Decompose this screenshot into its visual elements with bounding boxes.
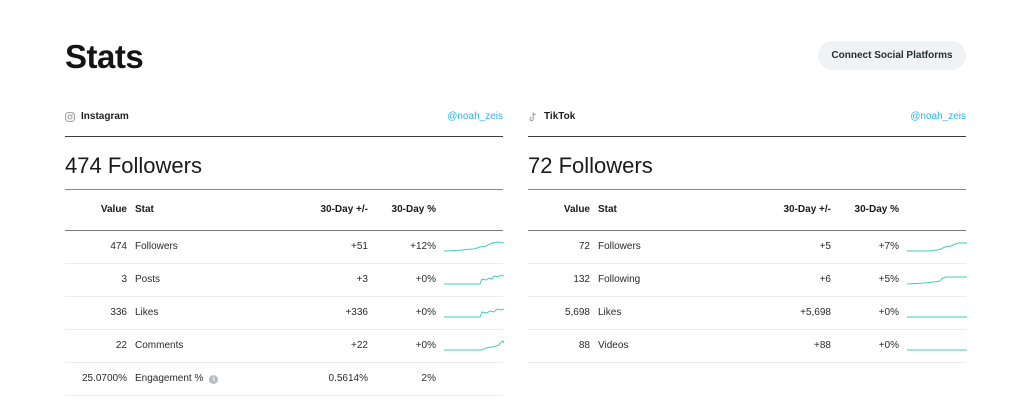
column-header-pct: 30-Day %	[391, 204, 436, 216]
table-row: 88 Videos +88 +0%	[528, 329, 967, 362]
row-delta: +22	[351, 340, 368, 351]
table-row: 336 Likes +336 +0%	[65, 296, 504, 329]
row-value: 474	[110, 241, 127, 252]
row-stat: Likes	[598, 307, 622, 318]
row-value: 336	[110, 307, 127, 318]
row-value: 132	[573, 274, 590, 285]
row-pct: +7%	[878, 241, 899, 252]
table-row: 72 Followers +5 +7%	[528, 230, 967, 263]
row-stat: Followers	[135, 241, 178, 252]
platform-label: Instagram	[65, 111, 129, 122]
column-header-delta: 30-Day +/-	[783, 204, 831, 216]
instagram-stats-table: Value Stat 30-Day +/- 30-Day % 474 Follo…	[65, 190, 504, 396]
row-pct: +0%	[415, 274, 436, 285]
connect-social-platforms-button[interactable]: Connect Social Platforms	[818, 41, 966, 70]
row-stat: Likes	[135, 307, 159, 318]
tiktok-handle-link[interactable]: @noah_zeis	[910, 111, 966, 122]
instagram-handle-link[interactable]: @noah_zeis	[447, 111, 503, 122]
row-pct: +12%	[410, 241, 436, 252]
table-row: 474 Followers +51 +12%	[65, 230, 504, 263]
page-title: Stats	[65, 38, 144, 75]
tiktok-panel: TikTok @noah_zeis 72 Followers Value Sta…	[528, 104, 967, 363]
table-row: 3 Posts +3 +0%	[65, 263, 504, 296]
row-delta: +6	[819, 274, 831, 285]
table-header-row: Value Stat 30-Day +/- 30-Day %	[528, 190, 966, 230]
row-delta: +3	[356, 274, 368, 285]
instagram-panel: Instagram @noah_zeis 474 Followers Value…	[65, 104, 504, 396]
row-sparkline	[899, 296, 967, 329]
row-delta: +88	[814, 340, 831, 351]
column-header-value: Value	[100, 204, 127, 216]
row-sparkline	[899, 329, 967, 362]
row-sparkline	[899, 230, 967, 263]
row-pct: 2%	[421, 373, 436, 384]
column-header-stat: Stat	[598, 204, 617, 216]
tiktok-stats-table: Value Stat 30-Day +/- 30-Day % 72 Follow…	[528, 190, 967, 363]
followers-count: 474 Followers	[65, 137, 503, 190]
table-row: 132 Following +6 +5%	[528, 263, 967, 296]
row-stat: Engagement % i	[127, 362, 252, 395]
platform-name: Instagram	[81, 111, 129, 122]
column-header-value: Value	[563, 204, 590, 216]
row-pct: +0%	[415, 340, 436, 351]
row-delta: +5	[819, 241, 831, 252]
row-delta: +51	[351, 241, 368, 252]
row-sparkline	[436, 362, 503, 395]
row-stat: Videos	[598, 340, 629, 351]
tiktok-icon	[528, 112, 538, 122]
row-stat: Followers	[598, 241, 641, 252]
row-sparkline	[436, 296, 504, 329]
row-stat: Comments	[135, 340, 184, 351]
column-header-trend	[436, 190, 503, 230]
row-delta: +5,698	[800, 307, 831, 318]
platform-label: TikTok	[528, 111, 575, 122]
column-header-stat: Stat	[135, 204, 154, 216]
instagram-icon	[65, 111, 75, 122]
row-pct: +0%	[415, 307, 436, 318]
row-pct: +0%	[878, 307, 899, 318]
table-row: 5,698 Likes +5,698 +0%	[528, 296, 967, 329]
table-row: 22 Comments +22 +0%	[65, 329, 504, 362]
row-value: 25.0700%	[81, 373, 127, 384]
info-icon[interactable]: i	[209, 375, 219, 384]
platform-name: TikTok	[544, 111, 576, 122]
row-pct: +5%	[878, 274, 899, 285]
column-header-delta: 30-Day +/-	[320, 204, 368, 216]
row-delta: 0.5614%	[328, 373, 368, 384]
column-header-pct: 30-Day %	[854, 204, 899, 216]
table-row: 25.0700% Engagement % i 0.5614% 2%	[65, 362, 503, 395]
tiktok-panel-header: TikTok @noah_zeis	[528, 104, 966, 137]
row-sparkline	[899, 263, 967, 296]
followers-count: 72 Followers	[528, 137, 966, 190]
row-value: 3	[121, 274, 127, 285]
row-value: 5,698	[564, 307, 590, 318]
row-stat: Following	[598, 274, 641, 285]
row-value: 22	[115, 340, 127, 351]
row-sparkline	[436, 263, 504, 296]
row-pct: +0%	[878, 340, 899, 351]
row-sparkline	[436, 329, 504, 362]
row-delta: +336	[345, 307, 368, 318]
row-sparkline	[436, 230, 504, 263]
row-value: 72	[578, 241, 590, 252]
row-value: 88	[578, 340, 590, 351]
row-stat-label: Engagement %	[135, 373, 204, 384]
column-header-trend	[899, 190, 966, 230]
instagram-panel-header: Instagram @noah_zeis	[65, 104, 503, 137]
row-stat: Posts	[135, 274, 161, 285]
table-header-row: Value Stat 30-Day +/- 30-Day %	[65, 190, 503, 230]
